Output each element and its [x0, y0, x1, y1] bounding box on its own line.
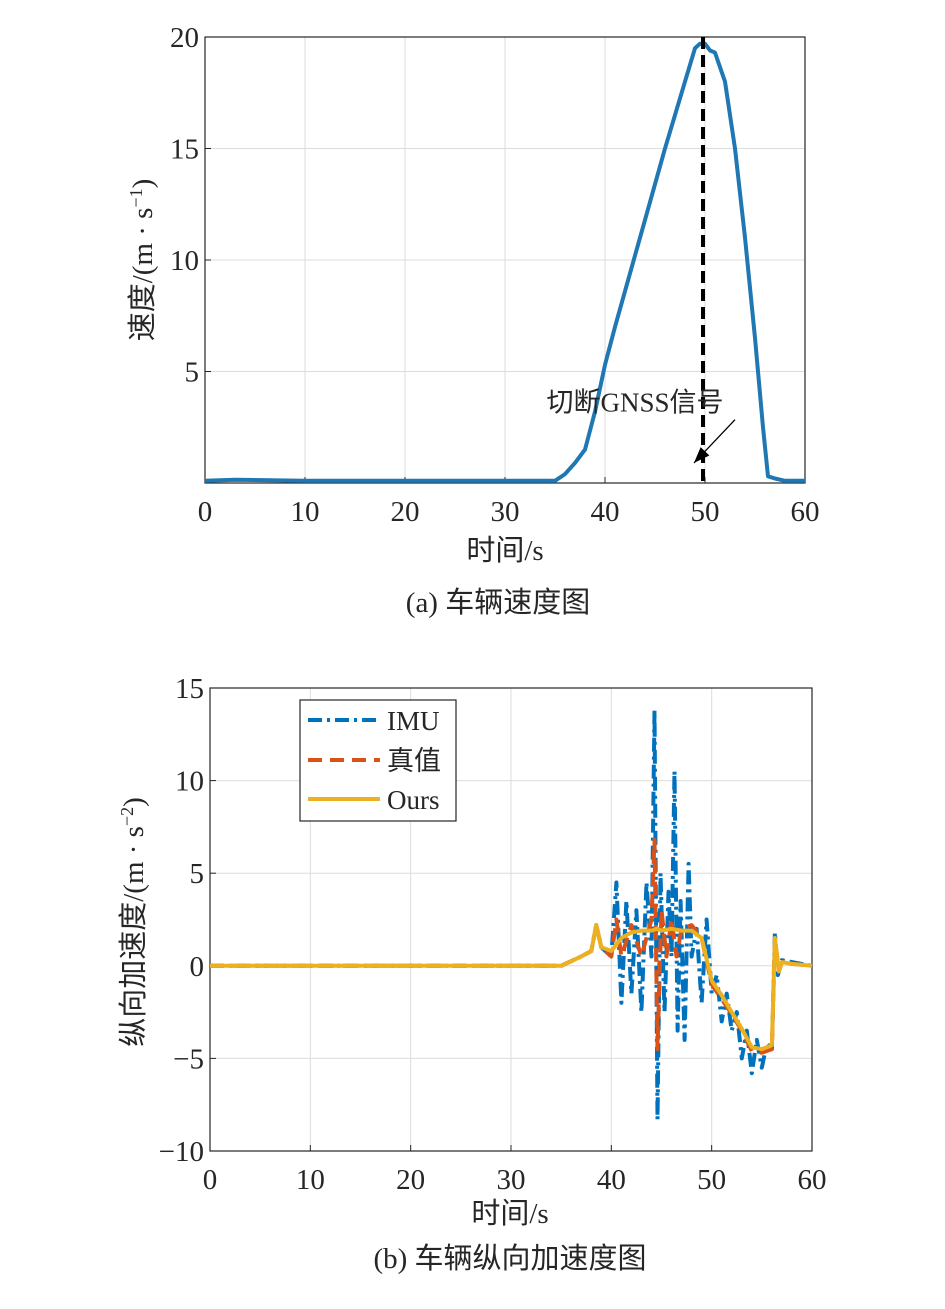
- speed-y-ticks: 5 10 15 20: [170, 22, 211, 389]
- speed-y-tick-label: 15: [170, 134, 199, 166]
- accel-series: [210, 708, 813, 1122]
- speed-x-tick-label: 0: [198, 496, 213, 528]
- speed-x-tick-label: 20: [391, 496, 420, 528]
- accel-x-tick-label: 30: [497, 1164, 526, 1196]
- accel-y-axis-label: 纵向加速度/(m · s−2): [117, 797, 150, 1047]
- speed-series: [204, 41, 805, 483]
- accel-caption: (b) 车辆纵向加速度图: [373, 1242, 646, 1275]
- accel-y-tick-label: 10: [175, 766, 204, 798]
- speed-x-ticks: 0 10 20 30 40 50 60: [198, 477, 820, 528]
- gnss-annotation-label: 切断GNSS信号: [546, 388, 723, 418]
- speed-series-line-0: [204, 41, 805, 483]
- accel-chart: 0 10 20 30 40 50 60 −10 −5 0 5 10 15 IMU 真值 Ours 时间…: [117, 673, 827, 1275]
- accel-x-tick-label: 50: [697, 1164, 726, 1196]
- accel-x-tick-label: 20: [396, 1164, 425, 1196]
- gnss-annotation-arrowhead: [694, 447, 710, 463]
- speed-x-tick-label: 50: [691, 496, 720, 528]
- speed-y-tick-label: 5: [185, 357, 200, 389]
- speed-caption: (a) 车辆速度图: [406, 586, 590, 619]
- speed-x-axis-label: 时间/s: [466, 534, 543, 567]
- accel-y-tick-label: 5: [190, 858, 205, 890]
- accel-x-tick-label: 0: [203, 1164, 218, 1196]
- accel-series-line-2: [210, 923, 813, 1052]
- legend-label-imu: IMU: [387, 706, 440, 736]
- speed-y-axis-label: 速度/(m · s−1): [126, 179, 159, 342]
- speed-x-tick-label: 30: [491, 496, 520, 528]
- accel-y-tick-label: 15: [175, 673, 204, 705]
- speed-y-tick-label: 10: [170, 245, 199, 277]
- accel-x-tick-label: 40: [597, 1164, 626, 1196]
- legend-label-ours: Ours: [387, 785, 440, 815]
- accel-x-axis-label: 时间/s: [471, 1197, 548, 1230]
- speed-x-tick-label: 40: [591, 496, 620, 528]
- accel-y-tick-label: 0: [190, 951, 205, 983]
- speed-y-tick-label: 20: [170, 22, 199, 54]
- accel-y-tick-label: −5: [173, 1043, 204, 1075]
- accel-x-tick-label: 60: [798, 1164, 827, 1196]
- accel-x-ticks: 0 10 20 30 40 50 60: [203, 1145, 827, 1196]
- legend-label-truth: 真值: [387, 746, 441, 776]
- speed-chart: 0 10 20 30 40 50 60 5 10 15 20 切断GNSS信号 时间/s 速度/(…: [126, 22, 820, 619]
- accel-y-ticks: −10 −5 0 5 10 15: [159, 673, 216, 1168]
- speed-x-tick-label: 10: [291, 496, 320, 528]
- accel-legend: IMU 真值 Ours: [299, 699, 457, 822]
- accel-y-tick-label: −10: [159, 1136, 204, 1168]
- accel-x-tick-label: 10: [296, 1164, 325, 1196]
- speed-x-tick-label: 60: [791, 496, 820, 528]
